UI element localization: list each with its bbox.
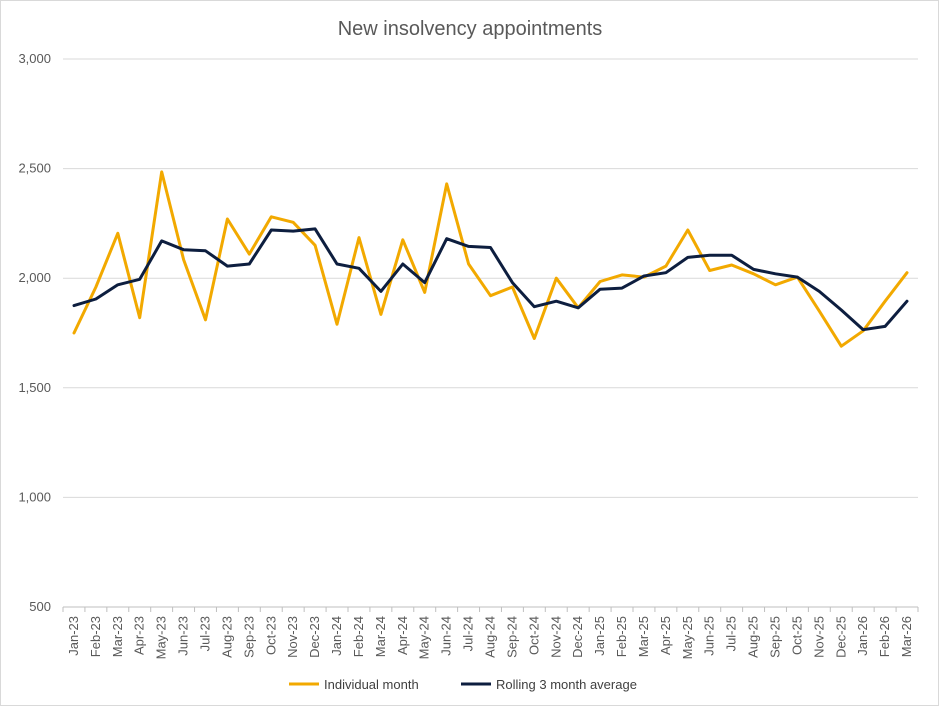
x-tick-label: Dec-25: [833, 616, 848, 658]
x-tick-label: Oct-25: [789, 616, 804, 655]
x-tick-label: Feb-26: [877, 616, 892, 657]
x-tick-label: Nov-23: [285, 616, 300, 658]
x-tick-label: Jan-26: [855, 616, 870, 656]
x-tick-label: Feb-23: [88, 616, 103, 657]
x-tick-label: Mar-25: [636, 616, 651, 657]
legend-label: Individual month: [324, 677, 419, 692]
gridlines: [63, 58, 918, 498]
x-tick-label: Jan-25: [592, 616, 607, 656]
x-tick-label: Aug-23: [219, 616, 234, 658]
legend: Individual month Rolling 3 month average: [289, 677, 637, 692]
x-tick-label: Sep-24: [504, 616, 519, 658]
x-tick-label: Jan-24: [329, 616, 344, 656]
legend-label: Rolling 3 month average: [496, 677, 637, 692]
x-tick-label: Jul-24: [461, 616, 476, 651]
y-tick-label: 2,500: [18, 161, 51, 176]
y-axis-ticks: 500 1,000 1,500 2,000 2,500 3,000: [18, 51, 51, 614]
x-tick-label: May-24: [417, 616, 432, 659]
y-tick-label: 3,000: [18, 51, 51, 66]
x-tick-label: Jun-23: [176, 616, 191, 656]
y-tick-label: 2,000: [18, 270, 51, 285]
x-tick-label: Jul-23: [198, 616, 213, 651]
y-tick-label: 1,000: [18, 489, 51, 504]
series-lines: [72, 170, 909, 348]
x-tick-label: Mar-24: [373, 616, 388, 657]
x-tick-label: Sep-23: [241, 616, 256, 658]
x-tick-label: Apr-24: [395, 616, 410, 655]
y-tick-label: 1,500: [18, 380, 51, 395]
x-tick-label: Apr-25: [658, 616, 673, 655]
x-tick-label: May-23: [154, 616, 169, 659]
x-tick-label: Feb-24: [351, 616, 366, 657]
x-tick-label: Dec-23: [307, 616, 322, 658]
x-tick-label: Sep-25: [768, 616, 783, 658]
y-tick-label: 500: [29, 599, 51, 614]
x-tick-label: Jun-25: [702, 616, 717, 656]
x-tick-label: Jul-25: [724, 616, 739, 651]
x-tick-label: Jun-24: [439, 616, 454, 656]
x-tick-label: May-25: [680, 616, 695, 659]
x-tick-label: Oct-24: [526, 616, 541, 655]
x-axis: Jan-23 Feb-23 Mar-23 Apr-23 May-23 Jun-23 Jul-…: [62, 606, 919, 659]
x-tick-label: Nov-25: [811, 616, 826, 658]
x-tick-label: Dec-24: [570, 616, 585, 658]
x-tick-label: Aug-25: [746, 616, 761, 658]
x-tick-label: Aug-24: [483, 616, 498, 658]
x-tick-label: Mar-23: [110, 616, 125, 657]
x-tick-label: Feb-25: [614, 616, 629, 657]
series-line-rolling-average: [72, 227, 909, 332]
chart-title: New insolvency appointments: [338, 18, 603, 40]
x-tick-label: Oct-23: [263, 616, 278, 655]
x-tick-label: Nov-24: [548, 616, 563, 658]
x-tick-label: Jan-23: [66, 616, 81, 656]
x-tick-label: Apr-23: [132, 616, 147, 655]
x-tick-label: Mar-26: [899, 616, 914, 657]
series-line-individual-month: [72, 170, 909, 348]
